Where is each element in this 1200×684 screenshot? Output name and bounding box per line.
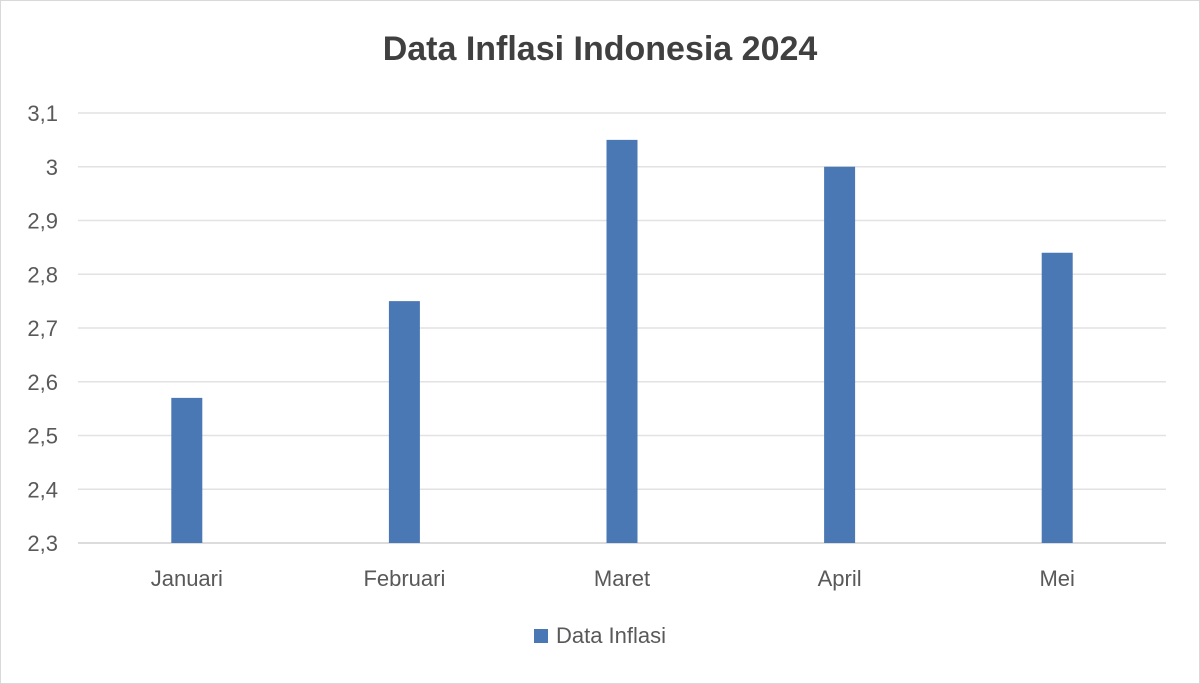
x-tick-label: Maret bbox=[594, 566, 650, 591]
x-axis-ticks: Januari Februari Maret April Mei bbox=[151, 566, 1075, 591]
legend-swatch bbox=[533, 629, 548, 643]
bars bbox=[171, 139, 1073, 543]
x-tick-label: Januari bbox=[151, 566, 223, 591]
y-tick-label: 2,9 bbox=[27, 209, 58, 234]
y-tick-label: 2,8 bbox=[27, 262, 58, 287]
legend: Data Inflasi bbox=[0, 623, 1200, 649]
y-tick-label: 2,6 bbox=[27, 370, 58, 395]
y-tick-label: 3 bbox=[46, 155, 58, 180]
x-tick-label: April bbox=[818, 566, 862, 591]
y-tick-label: 2,4 bbox=[27, 477, 58, 502]
x-tick-label: Februari bbox=[363, 566, 445, 591]
y-tick-label: 2,7 bbox=[27, 316, 58, 341]
chart-title: Data Inflasi Indonesia 2024 bbox=[382, 30, 818, 68]
y-tick-label: 2,5 bbox=[27, 424, 58, 449]
y-axis-ticks: 2,3 2,4 2,5 2,6 2,7 2,8 2,9 3 3,1 bbox=[27, 101, 58, 556]
bar-april bbox=[824, 166, 856, 543]
legend-label: Data Inflasi bbox=[555, 623, 667, 648]
y-tick-label: 2,3 bbox=[27, 531, 58, 556]
x-tick-label: Mei bbox=[1039, 566, 1074, 591]
bar-februari bbox=[388, 301, 420, 543]
bar-januari bbox=[171, 397, 203, 543]
y-tick-label: 3,1 bbox=[27, 101, 58, 126]
bar-maret bbox=[606, 139, 638, 543]
bar-mei bbox=[1041, 252, 1073, 543]
